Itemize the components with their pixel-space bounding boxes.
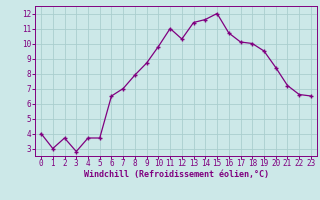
X-axis label: Windchill (Refroidissement éolien,°C): Windchill (Refroidissement éolien,°C) (84, 170, 268, 179)
